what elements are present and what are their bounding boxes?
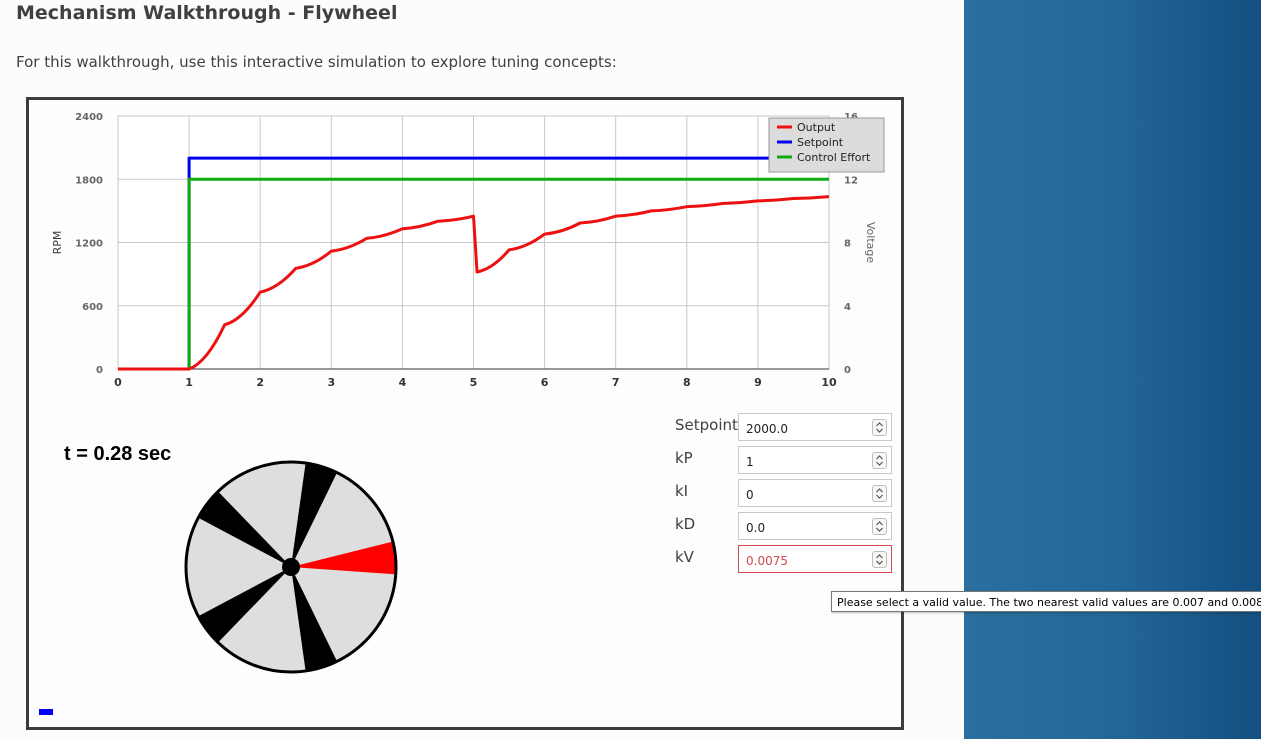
ki-spinner[interactable] (872, 485, 887, 502)
legend-entry: Output (797, 121, 836, 134)
series-line-output (118, 195, 830, 371)
wheel-spoke (291, 463, 338, 567)
setpoint-value: 2000.0 (746, 422, 788, 436)
kp-label: kP (675, 449, 693, 467)
left-tick-label: 600 (82, 302, 103, 313)
right-axis-label: Voltage (864, 222, 877, 263)
x-tick-label: 6 (541, 376, 549, 389)
x-tick-label: 2 (256, 376, 264, 389)
ki-label: kI (675, 482, 689, 500)
kv-spinner[interactable] (872, 551, 887, 568)
kd-input[interactable]: 0.0 (738, 512, 892, 540)
x-tick-label: 3 (327, 376, 335, 389)
kp-value: 1 (746, 455, 754, 469)
wheel-hub (282, 558, 300, 576)
right-tick-label: 12 (844, 175, 858, 186)
right-tick-label: 8 (844, 239, 851, 250)
wheel-marker-spoke (291, 541, 396, 575)
legend-entry: Control Effort (797, 151, 871, 164)
validation-tooltip: Please select a valid value. The two nea… (831, 591, 1261, 612)
flywheel-graphic (184, 460, 398, 674)
left-tick-label: 0 (96, 365, 103, 376)
setpoint-label: Setpoint (675, 416, 738, 434)
status-marker (39, 709, 53, 715)
x-tick-label: 5 (470, 376, 478, 389)
kd-spinner[interactable] (872, 518, 887, 535)
kp-spinner[interactable] (872, 452, 887, 469)
wheel-spoke (291, 567, 338, 671)
x-tick-label: 4 (399, 376, 407, 389)
legend-entry: Setpoint (797, 136, 844, 149)
kv-label: kV (675, 548, 694, 566)
ki-input[interactable]: 0 (738, 479, 892, 507)
left-tick-label: 1200 (75, 239, 103, 250)
x-tick-label: 8 (683, 376, 691, 389)
kp-input[interactable]: 1 (738, 446, 892, 474)
kd-value: 0.0 (746, 521, 766, 535)
time-label: t = 0.28 sec (64, 443, 172, 465)
kv-value: 0.0075 (746, 554, 788, 568)
wheel-rim (184, 460, 398, 674)
wheel-spoke (198, 567, 291, 643)
kd-label: kD (675, 515, 696, 533)
right-tick-label: 4 (844, 302, 851, 313)
x-tick-label: 9 (754, 376, 762, 389)
wheel-spoke (198, 491, 291, 567)
x-tick-label: 7 (612, 376, 620, 389)
kv-input[interactable]: 0.0075 (738, 545, 892, 573)
right-tick-label: 0 (844, 365, 851, 376)
simulation-frame: 01234567891006001200180024000481216RPMVo… (26, 97, 904, 730)
left-tick-label: 2400 (75, 112, 103, 123)
response-chart: 01234567891006001200180024000481216RPMVo… (51, 112, 885, 389)
intro-text: For this walkthrough, use this interacti… (16, 53, 617, 71)
left-tick-label: 1800 (75, 175, 103, 186)
x-tick-label: 10 (821, 376, 837, 389)
x-tick-label: 1 (185, 376, 193, 389)
x-tick-label: 0 (114, 376, 122, 389)
setpoint-input[interactable]: 2000.0 (738, 413, 892, 441)
left-axis-label: RPM (51, 231, 64, 255)
ki-value: 0 (746, 488, 754, 502)
page-title: Mechanism Walkthrough - Flywheel (16, 2, 398, 24)
right-side-panel (964, 0, 1261, 739)
setpoint-spinner[interactable] (872, 419, 887, 436)
